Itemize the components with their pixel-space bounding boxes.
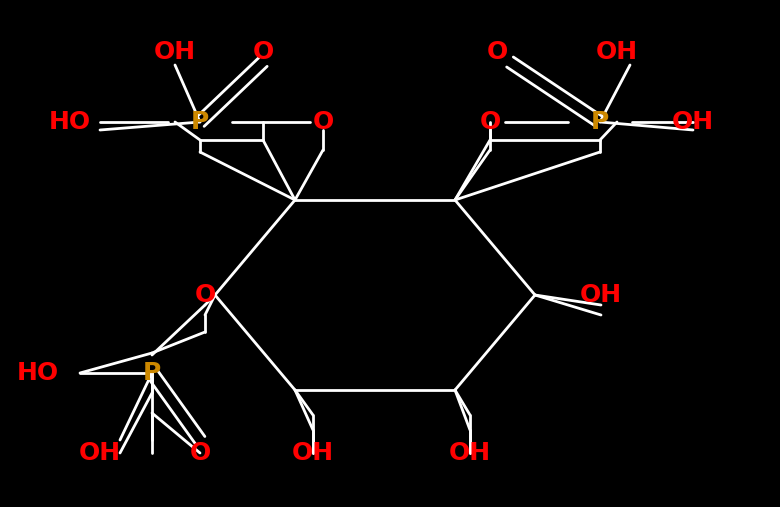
Text: O: O — [194, 283, 215, 307]
Text: O: O — [312, 110, 334, 134]
Text: OH: OH — [79, 441, 121, 465]
Text: HO: HO — [49, 110, 91, 134]
Text: O: O — [480, 110, 501, 134]
Text: O: O — [190, 441, 211, 465]
Text: HO: HO — [17, 361, 59, 385]
Text: P: P — [591, 110, 609, 134]
Text: O: O — [253, 40, 274, 64]
Text: O: O — [487, 40, 508, 64]
Text: OH: OH — [154, 40, 196, 64]
Text: P: P — [143, 361, 161, 385]
Text: OH: OH — [449, 441, 491, 465]
Text: OH: OH — [580, 283, 622, 307]
Text: OH: OH — [596, 40, 638, 64]
Text: OH: OH — [292, 441, 334, 465]
Text: P: P — [191, 110, 209, 134]
Text: OH: OH — [672, 110, 714, 134]
